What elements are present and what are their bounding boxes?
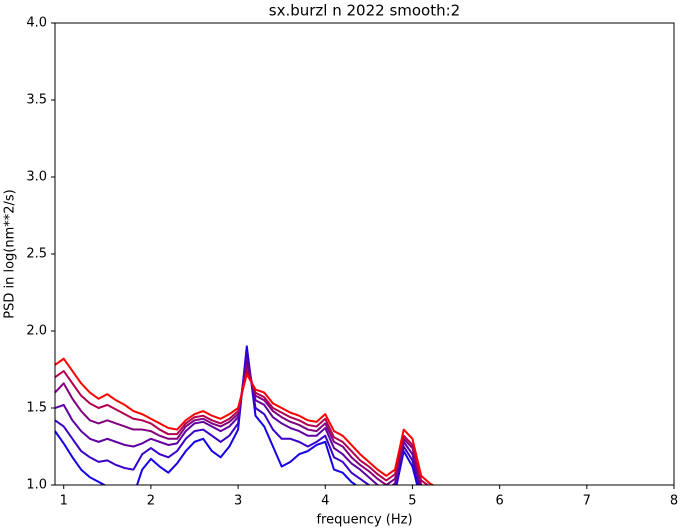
x-tick-label: 3 (234, 494, 242, 509)
plot-area (55, 345, 435, 485)
series-line (55, 351, 420, 485)
x-axis-label: frequency (Hz) (316, 513, 412, 528)
y-tick-label: 2.0 (26, 324, 47, 339)
y-tick-label: 4.0 (26, 16, 47, 31)
y-tick-label: 3.5 (26, 93, 47, 108)
series-line (55, 345, 419, 485)
x-tick-label: 7 (583, 494, 591, 509)
y-tick-label: 2.5 (26, 247, 47, 262)
series-line (55, 370, 430, 485)
y-tick-label: 1.5 (26, 401, 47, 416)
chart-title: sx.burzl n 2022 smooth:2 (269, 2, 460, 20)
series-line (55, 357, 435, 485)
x-tick-label: 8 (670, 494, 678, 509)
x-tick-label: 4 (321, 494, 329, 509)
x-tick-label: 2 (147, 494, 155, 509)
y-axis-label: PSD in log(nm**2/s) (3, 189, 18, 319)
y-tick-label: 1.0 (26, 478, 47, 493)
x-tick-label: 6 (495, 494, 503, 509)
series-line (55, 357, 422, 485)
y-tick-label: 3.0 (26, 170, 47, 185)
x-tick-label: 5 (408, 494, 416, 509)
series-line (55, 363, 424, 485)
x-tick-label: 1 (60, 494, 68, 509)
